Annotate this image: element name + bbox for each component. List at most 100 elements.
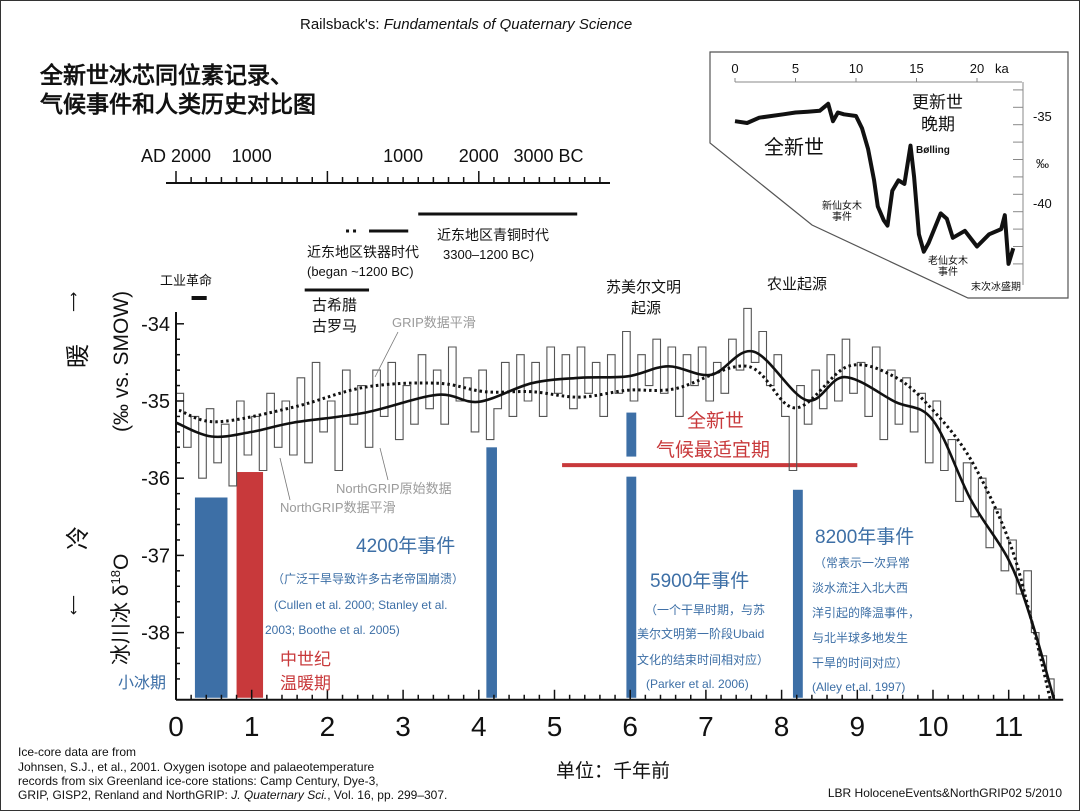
x-tick-label: 9: [850, 711, 866, 742]
event-labels: 小冰期 中世纪 温暖期 4200年事件 （广泛干旱导致许多古老帝国崩溃） (Cu…: [118, 410, 920, 694]
inset-y-tick-label: -40: [1033, 196, 1052, 211]
label-industrial-revolution: 工业革命: [160, 273, 212, 288]
inset-label-yd-1: 新仙女木: [822, 199, 862, 212]
label-htm-2: 气候最适宜期: [656, 439, 770, 461]
credit-4a: GRIP, GISP2, Renland and NorthGRIP:: [18, 788, 231, 802]
arrow-cold-icon: ⟵: [65, 595, 81, 615]
leader-lines: [279, 331, 399, 501]
event-bar: [194, 497, 228, 698]
label-8200-desc-1: （常表示一次异常: [814, 556, 910, 570]
x-tick-label: 1: [244, 711, 260, 742]
inset-frame: [709, 51, 1069, 299]
inset-y-tick-label: -35: [1033, 109, 1052, 124]
main-plot: -34 -35 -36 -37 -38 0 1 2 3 4 5 6 7 8 9 10 11: [141, 212, 1064, 742]
x-tick-label: 10: [917, 711, 948, 742]
leader-grip: [374, 331, 399, 378]
source-line: Railsback's: Fundamentals of Quaternary …: [300, 16, 632, 33]
inset-x-tick-label: 15: [909, 61, 923, 76]
label-8200-ref: (Alley et al. 1997): [812, 680, 905, 694]
label-8200-event: 8200年事件: [815, 526, 914, 548]
label-sumer: 苏美尔文明: [606, 279, 681, 296]
calendar-label: 2000: [459, 146, 499, 166]
history-labels: 工业革命 古希腊 古罗马 近东地区铁器时代 (began ~1200 BC) 近…: [160, 227, 827, 335]
inset-x-unit: ka: [995, 61, 1010, 76]
inset-label-holocene: 全新世: [764, 136, 824, 159]
label-agriculture: 农业起源: [767, 276, 827, 293]
y-axis-title: 冰川冰 δ18O (‰ vs. SMOW): [108, 291, 133, 665]
y-tick-label: -38: [141, 623, 170, 645]
inset-label-yd-2: 事件: [832, 210, 852, 223]
x-tick-label: 6: [622, 711, 638, 742]
inset-label-pleistocene-2: 晚期: [921, 115, 955, 134]
label-8200-desc-3: 洋引起的降温事件，: [812, 605, 920, 620]
label-warm: 暖: [65, 344, 92, 368]
label-greece: 古希腊: [312, 297, 357, 314]
inset-x-tick-label: 20: [970, 61, 984, 76]
y-axis-warm-cold: ⟵ 冷 暖 ⟶: [65, 292, 92, 615]
credit-4b: J. Quaternary Sci.: [230, 788, 327, 802]
leader-ngrip-raw: [379, 447, 389, 481]
label-8200-desc-2: 淡水流注入北大西: [812, 580, 908, 595]
y-tick-label: -36: [141, 468, 170, 490]
label-5900-desc-1: （一个干旱时期，与苏: [645, 603, 765, 617]
label-4200-ref-2: 2003; Boothe et al. 2005): [265, 623, 400, 637]
x-axis-title: 单位：千年前: [556, 760, 670, 782]
label-little-ice-age: 小冰期: [118, 674, 166, 692]
inset-x-tick-label: 5: [792, 61, 799, 76]
label-ngrip-raw: NorthGRIP原始数据: [336, 481, 452, 496]
label-8200-desc-4: 与北半球多地发生: [812, 630, 908, 645]
credit-line-2: Johnsen, S.J., et al., 2001. Oxygen isot…: [18, 760, 375, 774]
label-4200-desc: （广泛干旱导致许多古老帝国崩溃）: [272, 571, 464, 586]
calendar-axis: AD 2000 1000 1000 2000 3000 BC: [141, 146, 610, 184]
quantity-end: O: [110, 554, 133, 570]
inset-label-od-2: 事件: [938, 265, 958, 278]
inset-label-od-1: 老仙女木: [928, 254, 968, 267]
y-tick-label: -37: [141, 545, 170, 567]
inset-x-tick-label: 10: [849, 61, 863, 76]
leader-ngrip-smooth: [279, 457, 291, 501]
source-book: Fundamentals of Quaternary Science: [384, 16, 632, 33]
calendar-label: 1000: [232, 146, 272, 166]
credit-4c: , Vol. 16, pp. 299–307.: [327, 788, 447, 802]
inset-x-tick-label: 0: [731, 61, 738, 76]
series-grip-smooth: [178, 363, 1052, 701]
label-5900-event: 5900年事件: [650, 570, 749, 592]
credit-line-4: GRIP, GISP2, Renland and NorthGRIP: J. Q…: [18, 788, 447, 802]
data-credit: Ice-core data are from Johnsen, S.J., et…: [18, 745, 447, 802]
inset-y-unit: ‰: [1036, 156, 1049, 171]
source-prefix: Railsback's:: [300, 16, 384, 33]
series-ngrip-raw: [176, 307, 1055, 699]
label-iron-age: 近东地区铁器时代: [307, 244, 419, 260]
arrow-warm-icon: ⟶: [65, 292, 81, 312]
label-4200-event: 4200年事件: [356, 535, 455, 557]
inset-label-bolling: Bølling: [916, 145, 950, 156]
inset-label-lgm: 末次冰盛期: [971, 280, 1021, 293]
x-tick-label: 5: [547, 711, 563, 742]
calendar-label: AD 2000: [141, 146, 211, 166]
calendar-label: 3000 BC: [513, 146, 583, 166]
label-mwp-2: 温暖期: [280, 674, 331, 693]
inset-series: [734, 101, 1016, 266]
series-ngrip-smooth: [175, 349, 1056, 701]
event-bar: [236, 472, 264, 698]
credit-line-3: records from six Greenland ice-core stat…: [18, 774, 379, 788]
x-tick-label: 8: [774, 711, 790, 742]
x-tick-label: 3: [395, 711, 411, 742]
quantity-text: 冰川冰 δ: [110, 584, 133, 665]
title-line-1: 全新世冰芯同位素记录、: [39, 62, 293, 88]
label-4200-ref-1: (Cullen et al. 2000; Stanley et al.: [274, 598, 447, 612]
label-iron-age-date: (began ~1200 BC): [307, 264, 414, 279]
quantity-superscript: 18: [108, 570, 123, 584]
label-5900-desc-2: 美尔文明第一阶段Ubaid: [637, 626, 764, 641]
label-5900-desc-3: 文化的结束时间相对应）: [637, 652, 769, 667]
credit-line-1: Ice-core data are from: [18, 745, 136, 759]
label-bronze-age: 近东地区青铜时代: [437, 227, 549, 243]
series-labels: GRIP数据平滑 NorthGRIP原始数据 NorthGRIP数据平滑: [280, 315, 476, 515]
label-htm-1: 全新世: [687, 410, 744, 432]
y-axis-units: (‰ vs. SMOW): [110, 291, 133, 432]
event-bar: [486, 447, 497, 698]
calendar-label: 1000: [383, 146, 423, 166]
label-8200-desc-5: 干旱的时间对应）: [812, 655, 908, 670]
